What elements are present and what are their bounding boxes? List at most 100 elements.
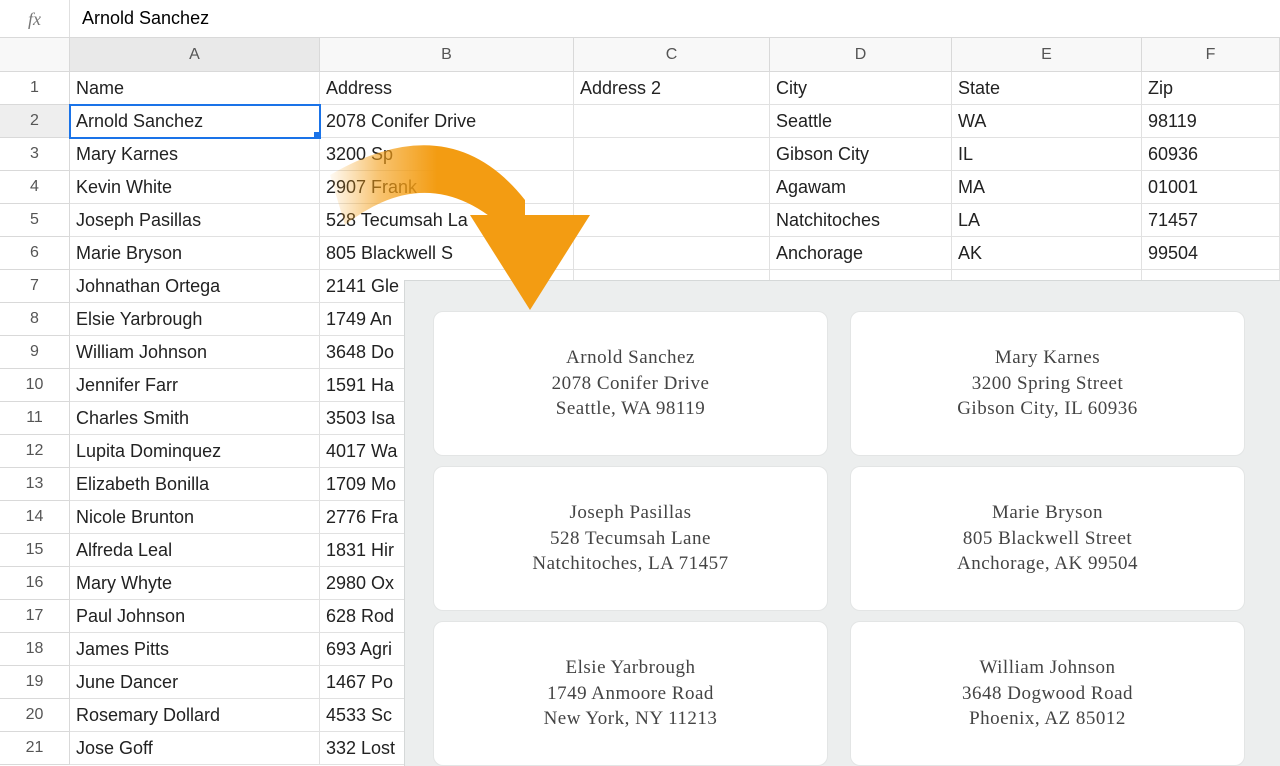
cell-C5[interactable] — [574, 204, 770, 237]
cell-E4[interactable]: MA — [952, 171, 1142, 204]
row-header-16[interactable]: 16 — [0, 567, 70, 600]
cell-B5[interactable]: 528 Tecumsah La — [320, 204, 574, 237]
label-city-state-zip: Seattle, WA 98119 — [556, 396, 705, 422]
row-header-6[interactable]: 6 — [0, 237, 70, 270]
cell-F6[interactable]: 99504 — [1142, 237, 1280, 270]
cell-F1[interactable]: Zip — [1142, 72, 1280, 105]
cell-A19[interactable]: June Dancer — [70, 666, 320, 699]
cell-C1[interactable]: Address 2 — [574, 72, 770, 105]
column-header-B[interactable]: B — [320, 38, 574, 72]
cell-C2[interactable] — [574, 105, 770, 138]
row-header-8[interactable]: 8 — [0, 303, 70, 336]
cell-D4[interactable]: Agawam — [770, 171, 952, 204]
cell-A2[interactable]: Arnold Sanchez — [70, 105, 320, 138]
cell-F3[interactable]: 60936 — [1142, 138, 1280, 171]
cell-A20[interactable]: Rosemary Dollard — [70, 699, 320, 732]
column-header-E[interactable]: E — [952, 38, 1142, 72]
cell-D1[interactable]: City — [770, 72, 952, 105]
cell-E1[interactable]: State — [952, 72, 1142, 105]
cell-A11[interactable]: Charles Smith — [70, 402, 320, 435]
cell-A7[interactable]: Johnathan Ortega — [70, 270, 320, 303]
label-address: 805 Blackwell Street — [963, 526, 1132, 552]
cell-A17[interactable]: Paul Johnson — [70, 600, 320, 633]
row-header-18[interactable]: 18 — [0, 633, 70, 666]
label-name: Marie Bryson — [992, 500, 1103, 526]
row-header-17[interactable]: 17 — [0, 600, 70, 633]
column-header-F[interactable]: F — [1142, 38, 1280, 72]
label-city-state-zip: Gibson City, IL 60936 — [957, 396, 1138, 422]
address-label-card: Elsie Yarbrough1749 Anmoore RoadNew York… — [433, 621, 828, 766]
row-header-19[interactable]: 19 — [0, 666, 70, 699]
address-label-card: Mary Karnes3200 Spring StreetGibson City… — [850, 311, 1245, 456]
cell-D6[interactable]: Anchorage — [770, 237, 952, 270]
label-name: Mary Karnes — [995, 345, 1100, 371]
cell-D3[interactable]: Gibson City — [770, 138, 952, 171]
row-header-3[interactable]: 3 — [0, 138, 70, 171]
cell-C4[interactable] — [574, 171, 770, 204]
cell-A10[interactable]: Jennifer Farr — [70, 369, 320, 402]
cell-A5[interactable]: Joseph Pasillas — [70, 204, 320, 237]
label-name: Arnold Sanchez — [566, 345, 695, 371]
cell-C3[interactable] — [574, 138, 770, 171]
cell-A1[interactable]: Name — [70, 72, 320, 105]
label-address: 1749 Anmoore Road — [547, 681, 714, 707]
row-header-7[interactable]: 7 — [0, 270, 70, 303]
address-label-card: Marie Bryson805 Blackwell StreetAnchorag… — [850, 466, 1245, 611]
row-header-4[interactable]: 4 — [0, 171, 70, 204]
cell-A21[interactable]: Jose Goff — [70, 732, 320, 765]
cell-A16[interactable]: Mary Whyte — [70, 567, 320, 600]
cell-A12[interactable]: Lupita Dominquez — [70, 435, 320, 468]
cell-A14[interactable]: Nicole Brunton — [70, 501, 320, 534]
label-name: Joseph Pasillas — [569, 500, 691, 526]
cell-E3[interactable]: IL — [952, 138, 1142, 171]
label-city-state-zip: Anchorage, AK 99504 — [957, 551, 1138, 577]
labels-preview-panel: Arnold Sanchez2078 Conifer DriveSeattle,… — [404, 280, 1280, 766]
row-header-14[interactable]: 14 — [0, 501, 70, 534]
cell-A6[interactable]: Marie Bryson — [70, 237, 320, 270]
row-header-5[interactable]: 5 — [0, 204, 70, 237]
cell-D5[interactable]: Natchitoches — [770, 204, 952, 237]
cell-A18[interactable]: James Pitts — [70, 633, 320, 666]
cell-D2[interactable]: Seattle — [770, 105, 952, 138]
label-address: 2078 Conifer Drive — [552, 371, 710, 397]
row-header-12[interactable]: 12 — [0, 435, 70, 468]
row-header-15[interactable]: 15 — [0, 534, 70, 567]
row-header-21[interactable]: 21 — [0, 732, 70, 765]
label-address: 3200 Spring Street — [972, 371, 1124, 397]
cell-A3[interactable]: Mary Karnes — [70, 138, 320, 171]
cell-A9[interactable]: William Johnson — [70, 336, 320, 369]
cell-E6[interactable]: AK — [952, 237, 1142, 270]
address-label-card: Joseph Pasillas528 Tecumsah LaneNatchito… — [433, 466, 828, 611]
column-header-C[interactable]: C — [574, 38, 770, 72]
cell-F2[interactable]: 98119 — [1142, 105, 1280, 138]
cell-A4[interactable]: Kevin White — [70, 171, 320, 204]
select-all-corner[interactable] — [0, 38, 70, 72]
label-name: Elsie Yarbrough — [566, 655, 696, 681]
cell-B6[interactable]: 805 Blackwell S — [320, 237, 574, 270]
cell-B1[interactable]: Address — [320, 72, 574, 105]
row-header-10[interactable]: 10 — [0, 369, 70, 402]
cell-E5[interactable]: LA — [952, 204, 1142, 237]
row-header-1[interactable]: 1 — [0, 72, 70, 105]
cell-B4[interactable]: 2907 Frank — [320, 171, 574, 204]
cell-A15[interactable]: Alfreda Leal — [70, 534, 320, 567]
label-city-state-zip: Phoenix, AZ 85012 — [969, 706, 1126, 732]
column-header-A[interactable]: A — [70, 38, 320, 72]
cell-B3[interactable]: 3200 Sp — [320, 138, 574, 171]
cell-A13[interactable]: Elizabeth Bonilla — [70, 468, 320, 501]
cell-F4[interactable]: 01001 — [1142, 171, 1280, 204]
label-name: William Johnson — [979, 655, 1115, 681]
cell-F5[interactable]: 71457 — [1142, 204, 1280, 237]
cell-C6[interactable] — [574, 237, 770, 270]
row-header-20[interactable]: 20 — [0, 699, 70, 732]
row-header-13[interactable]: 13 — [0, 468, 70, 501]
cell-E2[interactable]: WA — [952, 105, 1142, 138]
row-header-2[interactable]: 2 — [0, 105, 70, 138]
cell-A8[interactable]: Elsie Yarbrough — [70, 303, 320, 336]
column-header-D[interactable]: D — [770, 38, 952, 72]
formula-input[interactable] — [70, 0, 1280, 37]
row-header-11[interactable]: 11 — [0, 402, 70, 435]
cell-B2[interactable]: 2078 Conifer Drive — [320, 105, 574, 138]
row-header-9[interactable]: 9 — [0, 336, 70, 369]
label-address: 528 Tecumsah Lane — [550, 526, 711, 552]
